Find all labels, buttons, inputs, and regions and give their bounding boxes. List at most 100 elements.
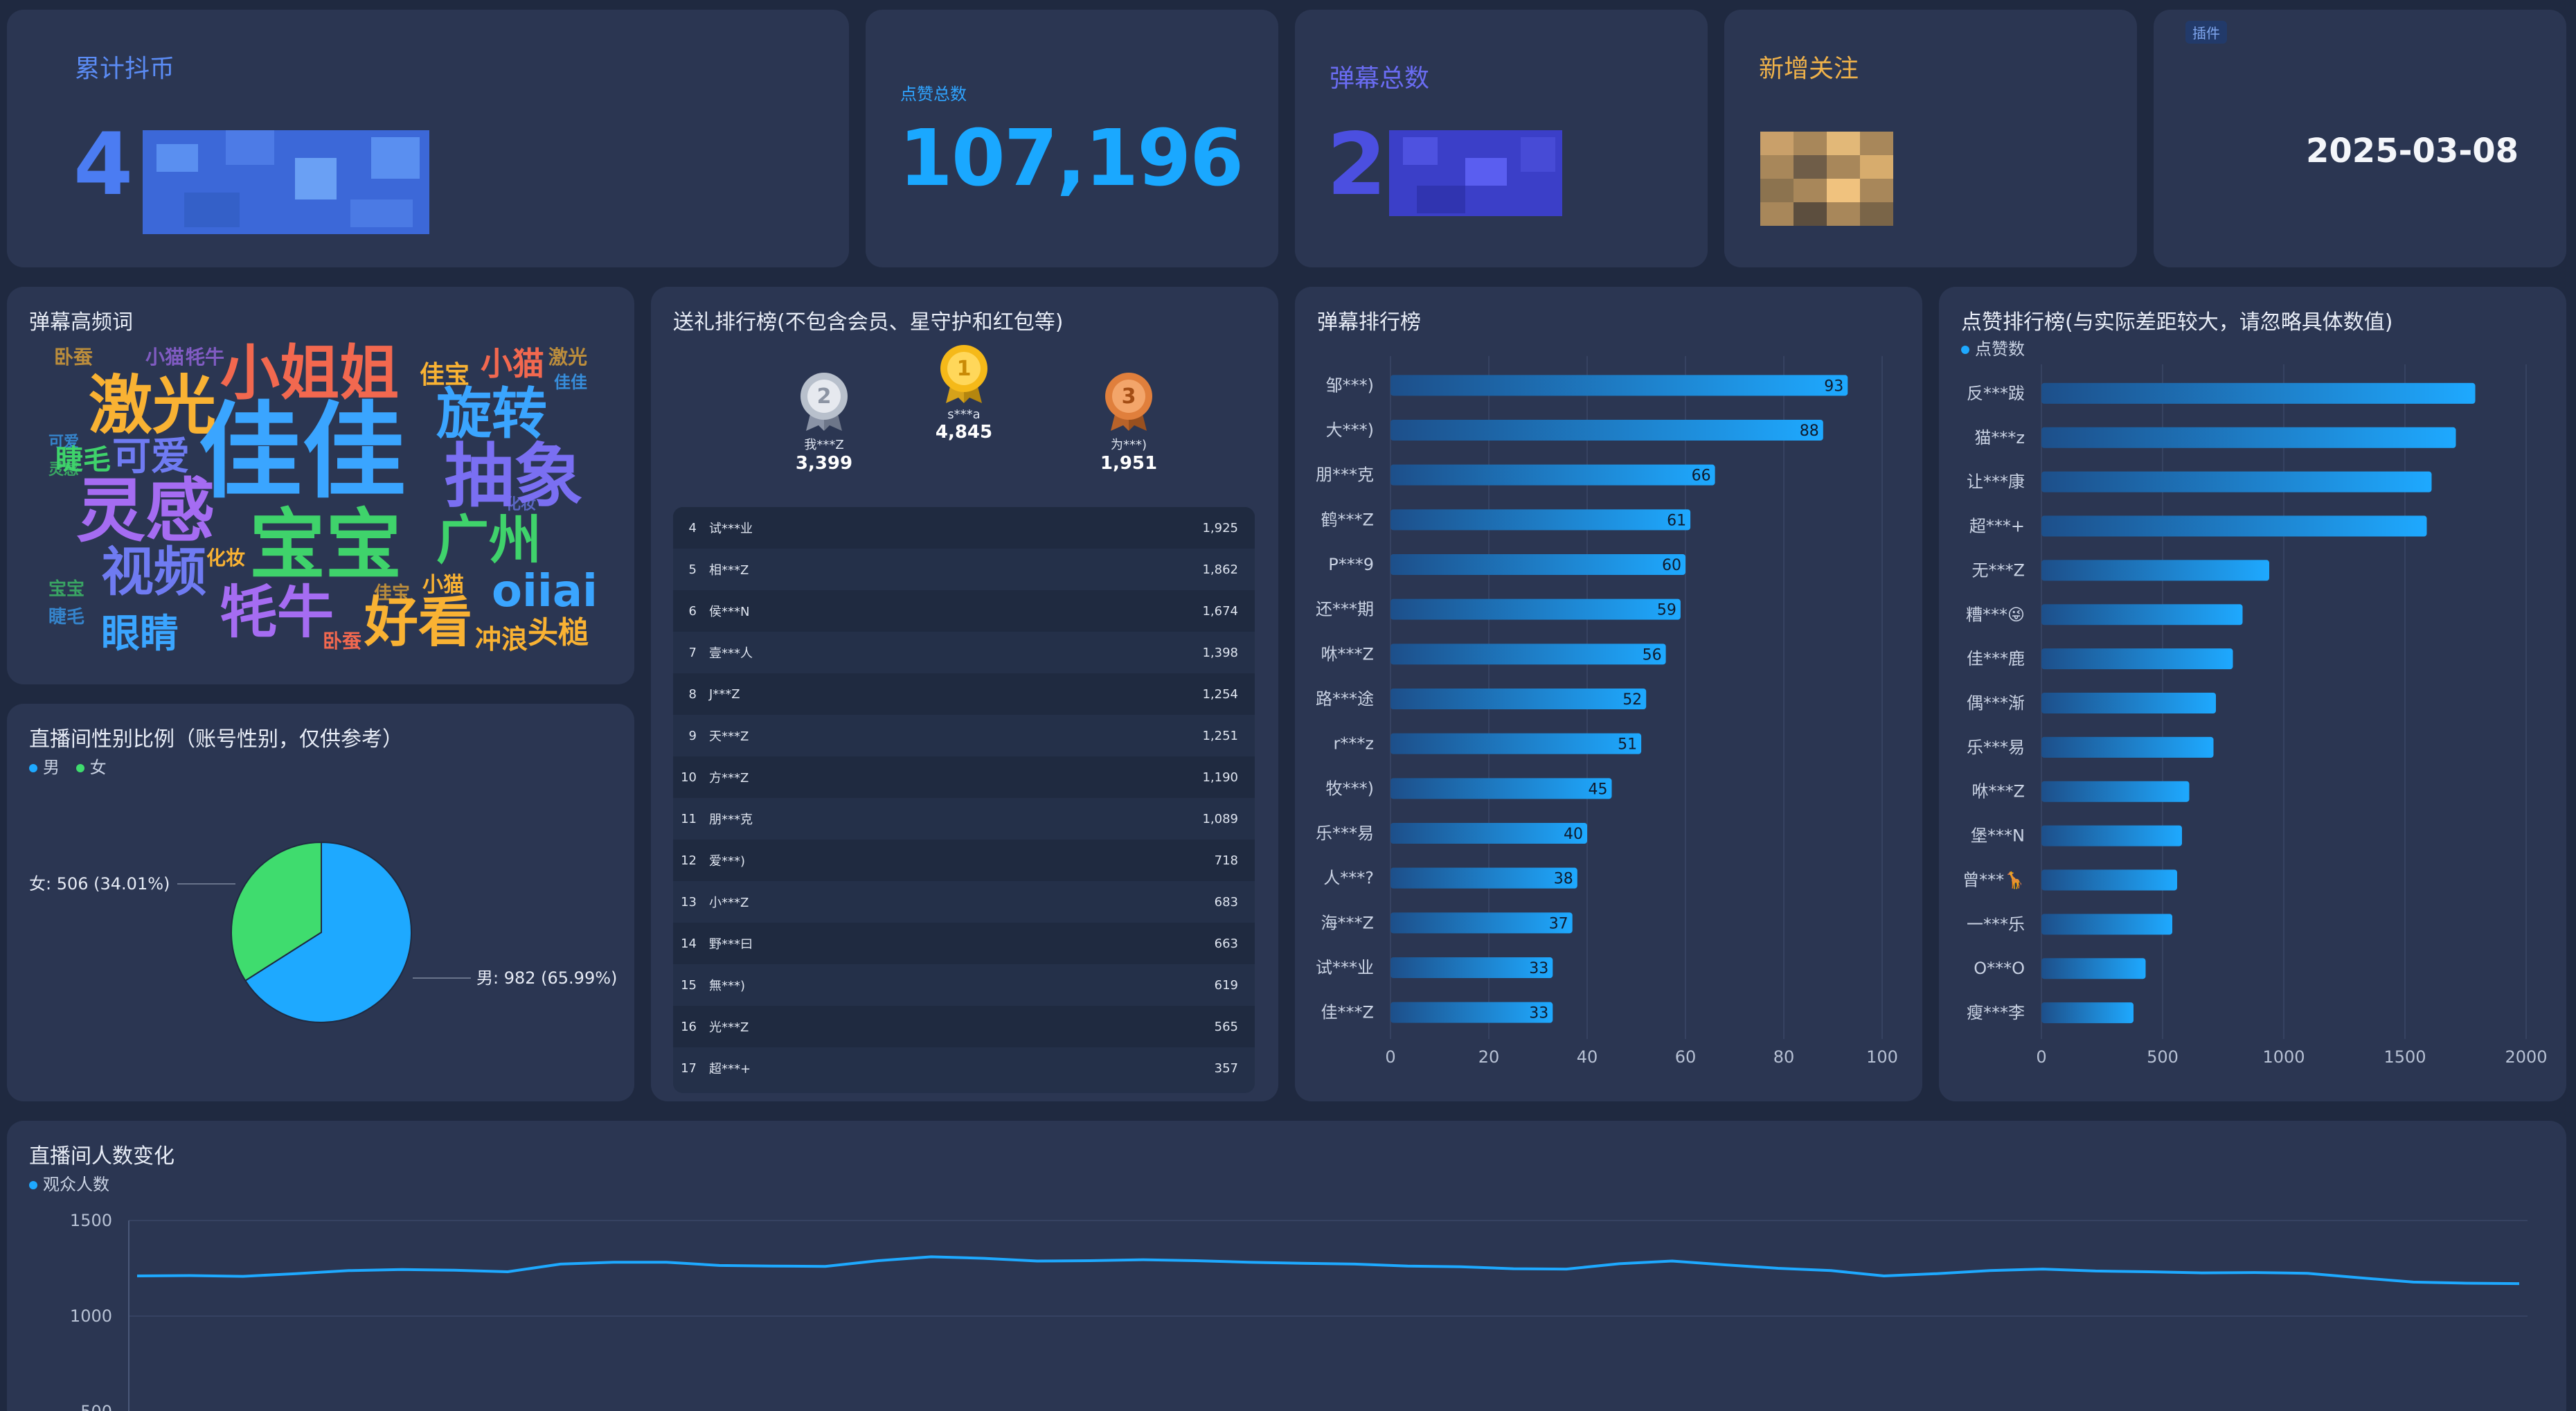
date-card: 插件 2025-03-08 <box>2154 10 2566 267</box>
gift-row-name: 试***业 <box>709 522 753 536</box>
y-category-label: 反***跋 <box>1967 384 2025 403</box>
x-tick-label: 1000 <box>2262 1047 2305 1067</box>
wc-word: 小猫 <box>422 573 464 597</box>
bar[interactable] <box>1390 554 1685 575</box>
bar[interactable] <box>2041 825 2182 846</box>
bar[interactable] <box>1390 375 1848 396</box>
plugin-badge[interactable]: 插件 <box>2185 21 2227 44</box>
bar[interactable] <box>1390 733 1642 754</box>
legend-male[interactable]: 男 <box>29 758 60 777</box>
danmaku-total-card: 弹幕总数 2 <box>1295 10 1708 267</box>
y-category-label: 朋***克 <box>1316 465 1374 485</box>
wc-word: 抽象 <box>445 436 583 517</box>
coins-value: 4 <box>73 115 133 215</box>
wc-word: 头槌 <box>528 615 589 650</box>
y-category-label: 超***+ <box>1969 517 2025 536</box>
gift-row-value: 683 <box>1214 894 1238 909</box>
coins-card: 累计抖币 4 <box>7 10 849 267</box>
bar[interactable] <box>2041 427 2456 448</box>
x-tick-label: 1500 <box>2383 1047 2426 1067</box>
like-ranking-title: 点赞排行榜(与实际差距较大，请忽略具体数值) <box>1961 310 2393 335</box>
gift-ranking-row[interactable]: 11 朋***克 1,089 <box>673 798 1255 840</box>
bar[interactable] <box>2041 648 2233 670</box>
bar[interactable] <box>2041 604 2243 625</box>
bar[interactable] <box>2041 781 2190 802</box>
gift-row-rank: 16 <box>681 1019 697 1034</box>
bar[interactable] <box>1390 598 1681 620</box>
gift-ranking-row[interactable]: 12 爱***) 718 <box>673 840 1255 881</box>
bar[interactable] <box>1390 420 1823 441</box>
podium-second[interactable]: 2 我***Z 3,399 <box>769 370 879 474</box>
gender-card: 直播间性别比例（账号性别，仅供参考） 男 女 女: 506 (34.01%) 男… <box>7 704 634 1101</box>
bar[interactable] <box>2041 736 2214 758</box>
bar[interactable] <box>2041 958 2146 979</box>
pie-label-female: 女: 506 (34.01%) <box>29 874 170 894</box>
gift-ranking-row[interactable]: 13 小***Z 683 <box>673 881 1255 923</box>
bar-value-label: 52 <box>1622 691 1642 709</box>
bar-value-label: 56 <box>1643 646 1662 664</box>
viewers-series-line[interactable] <box>136 1255 2520 1286</box>
gift-ranking-row[interactable]: 9 天***Z 1,251 <box>673 715 1255 756</box>
wc-word: 视频 <box>101 541 206 603</box>
gift-row-value: 357 <box>1214 1061 1238 1076</box>
bar[interactable] <box>1390 464 1715 486</box>
bar[interactable] <box>1390 1002 1553 1023</box>
pie-slice-male[interactable] <box>244 841 412 1023</box>
wc-word: 牦牛 <box>186 346 225 369</box>
viewers-line-chart: 1500 1000 500 <box>70 1211 2528 1411</box>
podium-first-name: s***a <box>947 407 981 422</box>
podium-third[interactable]: 3 为***) 1,951 <box>1073 370 1184 474</box>
wc-word: 广州 <box>436 509 542 571</box>
bar[interactable] <box>2041 471 2432 492</box>
gift-ranking-row[interactable]: 8 J***Z 1,254 <box>673 673 1255 715</box>
podium-first[interactable]: 1 s***a 4,845 <box>909 342 1019 443</box>
y-category-label: P***9 <box>1328 555 1374 574</box>
x-tick-label: 100 <box>1866 1047 1898 1067</box>
gift-ranking-row[interactable]: 10 方***Z 1,190 <box>673 756 1255 798</box>
bar[interactable] <box>1390 778 1612 799</box>
gift-ranking-row[interactable]: 7 壹***人 1,398 <box>673 632 1255 673</box>
gift-ranking-list[interactable]: 4 试***业 1,925 5 相***Z 1,862 6 侯***N 1,674 7 壹***人 1… <box>673 507 1255 1093</box>
bar[interactable] <box>2041 693 2216 713</box>
likes-card: 点赞总数 107,196 <box>866 10 1278 267</box>
bar[interactable] <box>2041 560 2269 581</box>
like-legend[interactable]: 点赞数 <box>1961 335 2025 360</box>
pie-slice-female[interactable] <box>231 841 322 982</box>
viewers-legend[interactable]: 观众人数 <box>29 1171 109 1195</box>
bar[interactable] <box>1390 689 1647 709</box>
like-ranking-bar-chart: 0 500 1000 1500 2000 反***跋猫***z 让***康超***+ 无***… <box>1962 364 2548 1067</box>
bar[interactable] <box>1390 912 1573 934</box>
gift-ranking-row[interactable]: 15 無***) 619 <box>673 964 1255 1006</box>
gift-ranking-row[interactable]: 5 相***Z 1,862 <box>673 549 1255 590</box>
bar-value-label: 33 <box>1529 1005 1548 1022</box>
svg-text:2: 2 <box>817 384 832 409</box>
gift-ranking-row[interactable]: 16 光***Z 565 <box>673 1006 1255 1047</box>
x-tick-label: 60 <box>1675 1047 1697 1067</box>
bar[interactable] <box>2041 515 2427 537</box>
bar[interactable] <box>1390 823 1587 844</box>
bar[interactable] <box>2041 382 2476 404</box>
gift-ranking-row[interactable]: 6 侯***N 1,674 <box>673 590 1255 632</box>
bar[interactable] <box>1390 957 1553 978</box>
wc-word: 牦牛 <box>220 580 334 646</box>
gift-ranking-row[interactable]: 14 野***曰 663 <box>673 923 1255 964</box>
gender-pie-chart: 女: 506 (34.01%) 男: 982 (65.99%) <box>29 841 617 1023</box>
bar-value-label: 33 <box>1529 960 1548 977</box>
gift-row-name: 野***曰 <box>709 937 753 952</box>
bar[interactable] <box>1390 509 1691 531</box>
gift-row-rank: 7 <box>688 645 697 660</box>
bar[interactable] <box>2041 1002 2134 1024</box>
gender-legend: 男 女 <box>29 754 107 778</box>
bar[interactable] <box>2041 869 2177 891</box>
gift-ranking-row[interactable]: 4 试***业 1,925 <box>673 507 1255 549</box>
bar[interactable] <box>1390 644 1666 665</box>
bar[interactable] <box>2041 914 2172 935</box>
gift-row-name: 爱***) <box>709 854 746 869</box>
danmaku-ranking-bar-chart: 0 20 40 60 80 100 邹***) 93 大***) 88 朋***克 66 鹤***Z 61… <box>1316 356 1898 1067</box>
danmaku-ranking-card: 弹幕排行榜 0 20 40 60 80 100 邹***) 93 大***) 88 朋***克 66 鹤… <box>1295 287 1922 1101</box>
pie-label-male: 男: 982 (65.99%) <box>476 968 617 988</box>
wc-word: 激光 <box>548 346 588 369</box>
legend-female[interactable]: 女 <box>75 758 107 777</box>
gift-ranking-row[interactable]: 17 超***+ 357 <box>673 1047 1255 1089</box>
bar[interactable] <box>1390 867 1577 889</box>
